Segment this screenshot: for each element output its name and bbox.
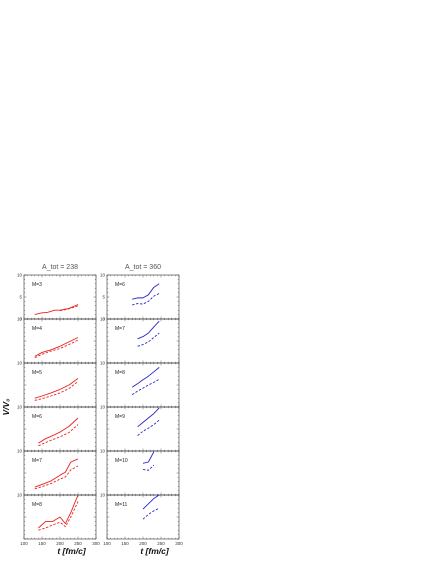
series-line-solid <box>38 494 79 529</box>
y-tick-label: 10 <box>100 493 106 498</box>
panel-left-row-5: 10 M=7 <box>17 449 97 496</box>
panel-left-row-2: 10 M=4 <box>17 317 97 364</box>
x-tick-label: 200 <box>56 541 64 546</box>
panel-label: M=9 <box>115 414 125 420</box>
column-title: A_tot = 360 <box>125 264 161 271</box>
y-tick-label: 10 <box>17 273 23 278</box>
y-axis-label: V/V₀ <box>1 398 11 416</box>
panel-label: M=7 <box>115 326 125 332</box>
series-line-solid <box>34 304 79 316</box>
y-tick-label: 10 <box>17 317 23 322</box>
panel-label: M=5 <box>32 370 42 376</box>
series-line-solid <box>34 378 79 399</box>
y-tick-label: 10 <box>100 449 106 454</box>
x-tick-label: 200 <box>139 541 147 546</box>
panel-right-row-4: 10 M=9 <box>100 405 180 452</box>
series-line-solid <box>34 458 79 488</box>
x-tick-label: 250 <box>74 541 82 546</box>
x-tick-label: 100 <box>20 541 28 546</box>
series-line-dashed <box>142 507 160 520</box>
x-axis-label-left: t [fm/c] <box>57 546 87 556</box>
y-tick-label: 10 <box>17 361 23 366</box>
panel-label: M=6 <box>32 414 42 420</box>
series-line-solid <box>131 367 160 388</box>
x-tick-label: 100 <box>103 541 111 546</box>
series-line-dashed <box>142 464 155 471</box>
y-tick-label: 10 <box>100 405 106 410</box>
y-tick-label: 0 <box>19 317 22 322</box>
series-line-dashed <box>34 381 79 401</box>
y-tick-label: 5 <box>19 295 22 300</box>
panel-label: M=10 <box>115 458 128 464</box>
series-line-solid <box>137 407 160 428</box>
panel-left-row-1: 10 5 0 A_tot = 238 M=3 <box>17 264 97 322</box>
x-tick-label: 300 <box>175 541 183 546</box>
series-line-solid <box>132 283 160 300</box>
series-line-dashed <box>34 465 79 490</box>
panel-label: M=7 <box>32 458 42 464</box>
y-tick-label: 0 <box>102 317 105 322</box>
x-tick-label: 150 <box>121 541 129 546</box>
x-tick-label: 250 <box>157 541 165 546</box>
series-line-solid <box>34 337 79 357</box>
y-tick-label: 10 <box>17 449 23 454</box>
series-line-dashed <box>59 305 79 312</box>
series-line-dashed <box>34 339 79 359</box>
panel-label: M=11 <box>115 502 127 508</box>
panel-left-row-6: 10 100 150 200 250 300 M=8 <box>17 493 100 546</box>
column-title: A_tot = 238 <box>42 264 78 271</box>
series-line-dashed <box>132 293 160 306</box>
panel-right-row-1: 10 5 0 A_tot = 360 M=6 <box>100 264 180 322</box>
panel-label: M=4 <box>32 326 42 332</box>
series-line-dashed <box>38 501 79 531</box>
y-tick-label: 10 <box>100 361 106 366</box>
x-tick-label: 300 <box>92 541 100 546</box>
panel-label: M=8 <box>115 370 125 376</box>
series-line-dashed <box>137 419 160 436</box>
y-tick-label: 10 <box>17 493 23 498</box>
panel-label: M=8 <box>32 502 42 508</box>
panel-left-row-3: 10 M=5 <box>17 361 97 408</box>
panel-right-row-5: 10 M=10 <box>100 449 180 496</box>
x-axis-label-right: t [fm/c] <box>140 546 170 556</box>
series-line-dashed <box>137 332 160 347</box>
y-tick-label: 10 <box>100 317 106 322</box>
series-line-solid <box>137 320 160 340</box>
panel-label: M=3 <box>32 282 42 288</box>
y-tick-label: 5 <box>102 295 105 300</box>
series-line-solid <box>38 417 79 444</box>
panel-right-row-2: 10 M=7 <box>100 317 180 364</box>
y-tick-label: 10 <box>17 405 23 410</box>
panel-left-row-4: 10 M=6 <box>17 405 97 452</box>
series-line-dashed <box>131 378 160 396</box>
panel-right-row-6: 10 100 150 200 250 300 M=11 <box>100 493 183 546</box>
panel-right-row-3: 10 M=8 <box>100 361 180 408</box>
series-line-solid <box>142 494 160 510</box>
series-line-dashed <box>38 424 79 447</box>
series-line-solid <box>142 451 155 464</box>
panel-label: M=6 <box>115 282 125 288</box>
x-tick-label: 150 <box>38 541 46 546</box>
y-tick-label: 10 <box>100 273 106 278</box>
